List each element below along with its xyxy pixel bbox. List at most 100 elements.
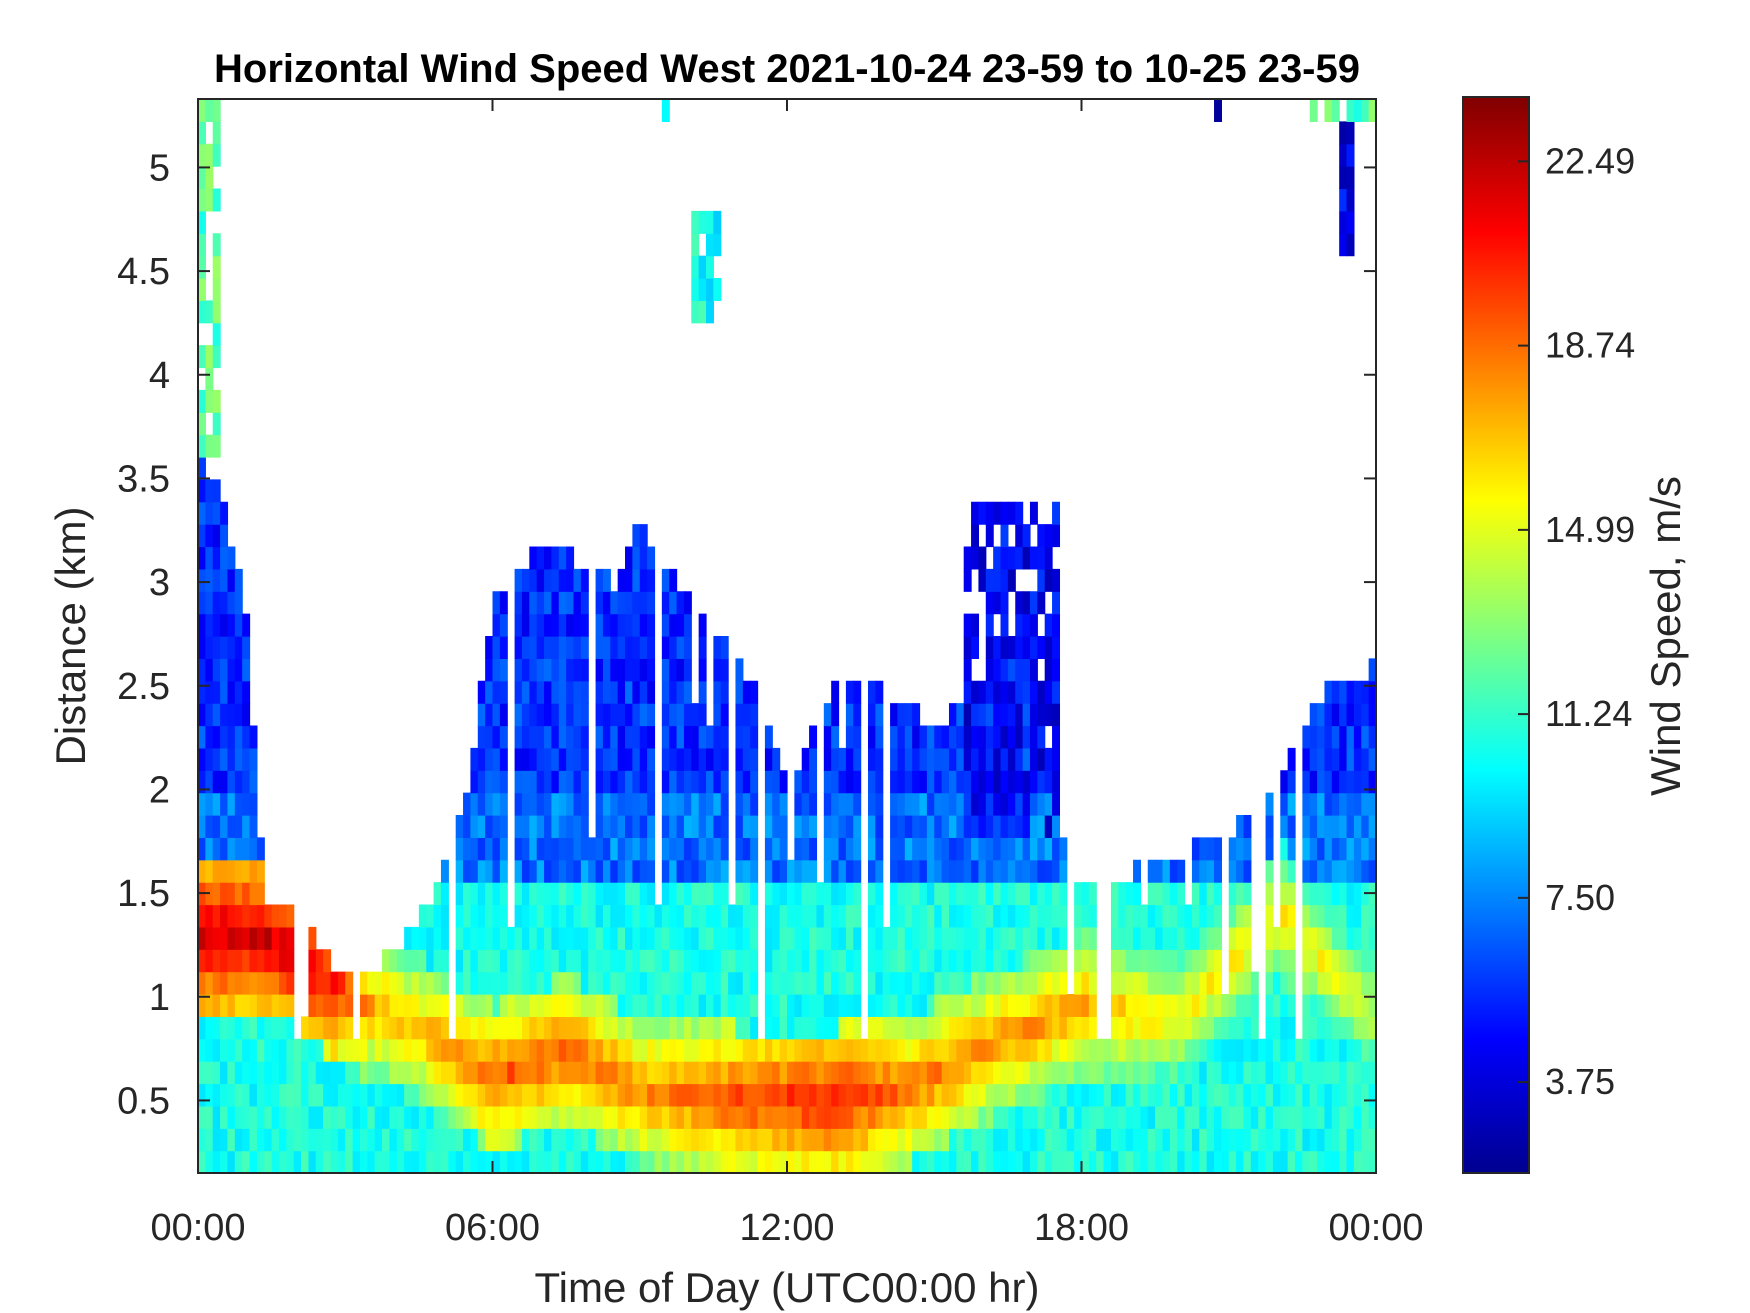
heatmap-cell (1199, 882, 1208, 906)
heatmap-cell (470, 770, 479, 794)
heatmap-cell (1309, 1083, 1318, 1107)
heatmap-cell (625, 1016, 633, 1040)
heatmap-cell (934, 837, 943, 861)
heatmap-cell (485, 994, 494, 1017)
heatmap-cell (573, 1038, 582, 1062)
heatmap-cell (448, 1061, 457, 1085)
heatmap-cell (227, 613, 236, 637)
heatmap-cell (838, 859, 847, 883)
heatmap-cell (698, 703, 707, 727)
heatmap-cell (639, 882, 648, 906)
heatmap-cell (1346, 882, 1355, 906)
y-tick-label: 4 (149, 355, 170, 397)
heatmap-cell (669, 1038, 678, 1062)
heatmap-cell (809, 1016, 818, 1040)
heatmap-cell (227, 1150, 236, 1173)
heatmap-cell (1361, 770, 1370, 794)
heatmap-cell (1191, 971, 1200, 995)
heatmap-cell (507, 1083, 516, 1107)
heatmap-cell (617, 837, 626, 861)
heatmap-cell (787, 1038, 795, 1062)
heatmap-cell (205, 99, 214, 122)
heatmap-cell (1265, 994, 1274, 1017)
heatmap-cell (205, 1061, 214, 1085)
heatmap-cell (595, 1150, 604, 1173)
heatmap-cell (492, 815, 501, 838)
heatmap-cell (632, 703, 641, 727)
heatmap-cell (477, 1105, 486, 1129)
heatmap-cell (1000, 568, 1009, 592)
heatmap-cell (1317, 1061, 1326, 1085)
heatmap-cell (985, 815, 994, 838)
heatmap-cell (809, 1083, 818, 1107)
heatmap-cell (1280, 994, 1289, 1017)
heatmap-cell (264, 1061, 273, 1085)
heatmap-cell (404, 1128, 413, 1152)
heatmap-cell (514, 1150, 523, 1173)
heatmap-cell (728, 1038, 737, 1062)
heatmap-cell (676, 859, 685, 883)
heatmap-cell (963, 949, 972, 973)
heatmap-cell (1044, 1061, 1053, 1085)
heatmap-cell (639, 1061, 648, 1085)
heatmap-cell (676, 1038, 685, 1062)
heatmap-cell (1317, 1083, 1326, 1107)
heatmap-cell (558, 971, 567, 995)
heatmap-cell (249, 904, 258, 928)
heatmap-cell (661, 747, 670, 771)
heatmap-cell (1044, 636, 1053, 659)
heatmap-cell (875, 904, 884, 928)
heatmap-cell (816, 926, 825, 950)
heatmap-cell (242, 904, 251, 928)
heatmap-cell (625, 770, 633, 794)
heatmap-cell (514, 949, 523, 973)
heatmap-cell (514, 747, 523, 771)
heatmap-cell (573, 1128, 582, 1152)
heatmap-cell (507, 1128, 516, 1152)
heatmap-cell (1368, 658, 1376, 682)
heatmap-cell (904, 1038, 913, 1062)
heatmap-cell (742, 703, 751, 727)
heatmap-cell (1228, 882, 1237, 906)
heatmap-cell (1000, 546, 1009, 570)
heatmap-cell (772, 882, 781, 906)
heatmap-cell (463, 882, 472, 906)
heatmap-cell (205, 636, 214, 659)
heatmap-cell (1265, 949, 1274, 973)
heatmap-cell (934, 1128, 943, 1152)
heatmap-cell (1346, 1150, 1355, 1173)
heatmap-cell (1346, 770, 1355, 794)
heatmap-cell (1250, 1083, 1259, 1107)
heatmap-cell (396, 971, 405, 995)
heatmap-cell (551, 837, 560, 861)
heatmap-cell (1147, 1083, 1156, 1107)
heatmap-cell (971, 971, 980, 995)
heatmap-cell (661, 1128, 670, 1152)
heatmap-cell (845, 680, 854, 704)
heatmap-cell (1199, 837, 1208, 861)
heatmap-cell (956, 882, 965, 906)
heatmap-cell (602, 926, 611, 950)
heatmap-cell (713, 994, 722, 1017)
heatmap-cell (978, 882, 987, 906)
heatmap-cell (396, 1061, 405, 1085)
heatmap-cell (242, 837, 251, 861)
heatmap-cell (897, 837, 906, 861)
heatmap-cell (1346, 815, 1355, 838)
heatmap-cell (978, 792, 987, 816)
heatmap-cell (676, 815, 685, 838)
heatmap-cell (227, 770, 236, 794)
heatmap-cell (661, 1016, 670, 1040)
heatmap-cell (993, 680, 1002, 704)
heatmap-cell (315, 1150, 324, 1173)
heatmap-cell (1052, 971, 1061, 995)
heatmap-cell (926, 926, 935, 950)
heatmap-cell (242, 994, 251, 1017)
heatmap-cell (1081, 994, 1090, 1017)
heatmap-cell (1221, 1016, 1230, 1040)
heatmap-cell (1052, 1150, 1061, 1173)
heatmap-cell (1110, 926, 1119, 950)
heatmap-cell (220, 658, 229, 682)
heatmap-cell (610, 815, 619, 838)
heatmap-cell (971, 636, 980, 659)
